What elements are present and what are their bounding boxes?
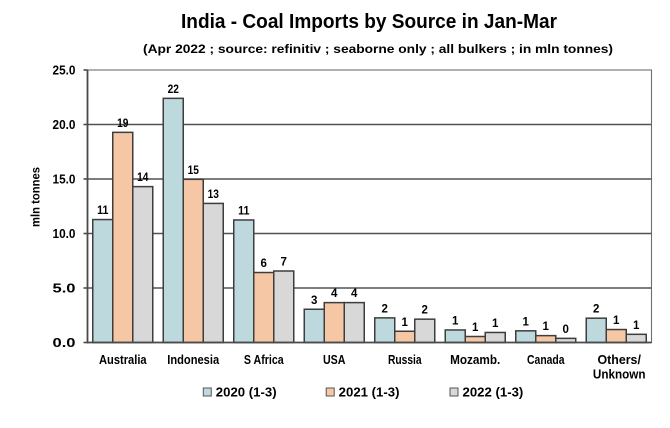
- svg-text:25.0: 25.0: [53, 64, 76, 78]
- svg-text:11: 11: [97, 205, 109, 217]
- svg-text:6: 6: [261, 258, 267, 270]
- svg-text:2020 (1-3): 2020 (1-3): [216, 385, 277, 400]
- svg-text:2: 2: [593, 304, 599, 316]
- svg-text:13: 13: [208, 189, 219, 201]
- svg-text:0.0: 0.0: [53, 336, 76, 350]
- svg-text:10.0: 10.0: [53, 227, 76, 241]
- svg-text:1: 1: [402, 317, 409, 329]
- svg-text:2: 2: [422, 305, 428, 317]
- svg-text:Canada: Canada: [527, 352, 565, 367]
- svg-text:15: 15: [188, 165, 200, 177]
- svg-text:Indonesia: Indonesia: [167, 352, 220, 367]
- svg-text:3: 3: [311, 295, 317, 307]
- svg-text:14: 14: [137, 172, 149, 184]
- svg-text:Russia: Russia: [388, 352, 422, 367]
- svg-text:20.0: 20.0: [53, 118, 76, 132]
- svg-text:1: 1: [472, 322, 479, 334]
- svg-text:1: 1: [613, 315, 620, 327]
- svg-text:1: 1: [633, 320, 640, 332]
- svg-text:USA: USA: [323, 352, 346, 367]
- svg-text:4: 4: [331, 288, 338, 300]
- svg-text:0: 0: [563, 324, 569, 336]
- svg-text:Australia: Australia: [99, 352, 147, 367]
- svg-text:1: 1: [492, 318, 499, 330]
- svg-text:1: 1: [523, 316, 530, 328]
- svg-text:Others/: Others/: [598, 352, 642, 367]
- svg-text:2022 (1-3): 2022 (1-3): [463, 385, 524, 400]
- svg-text:15.0: 15.0: [53, 173, 76, 187]
- svg-text:1: 1: [452, 315, 459, 327]
- svg-text:7: 7: [281, 257, 287, 269]
- svg-text:mln tonnes: mln tonnes: [29, 167, 43, 227]
- svg-text:2021 (1-3): 2021 (1-3): [339, 385, 400, 400]
- svg-text:Unknown: Unknown: [593, 367, 646, 382]
- svg-text:5.0: 5.0: [53, 282, 76, 296]
- svg-text:Mozamb.: Mozamb.: [450, 352, 500, 367]
- svg-text:1: 1: [543, 321, 550, 333]
- svg-text:22: 22: [168, 84, 179, 96]
- svg-text:S Africa: S Africa: [244, 352, 285, 367]
- svg-text:India - Coal Imports by Source: India - Coal Imports by Source in Jan-Ma…: [181, 10, 557, 33]
- svg-text:11: 11: [238, 205, 250, 217]
- svg-text:2: 2: [382, 303, 388, 315]
- svg-text:19: 19: [117, 118, 128, 130]
- svg-text:4: 4: [351, 288, 358, 300]
- svg-text:(Apr 2022 ; source: refinitiv: (Apr 2022 ; source: refinitiv ; seaborne…: [143, 42, 613, 56]
